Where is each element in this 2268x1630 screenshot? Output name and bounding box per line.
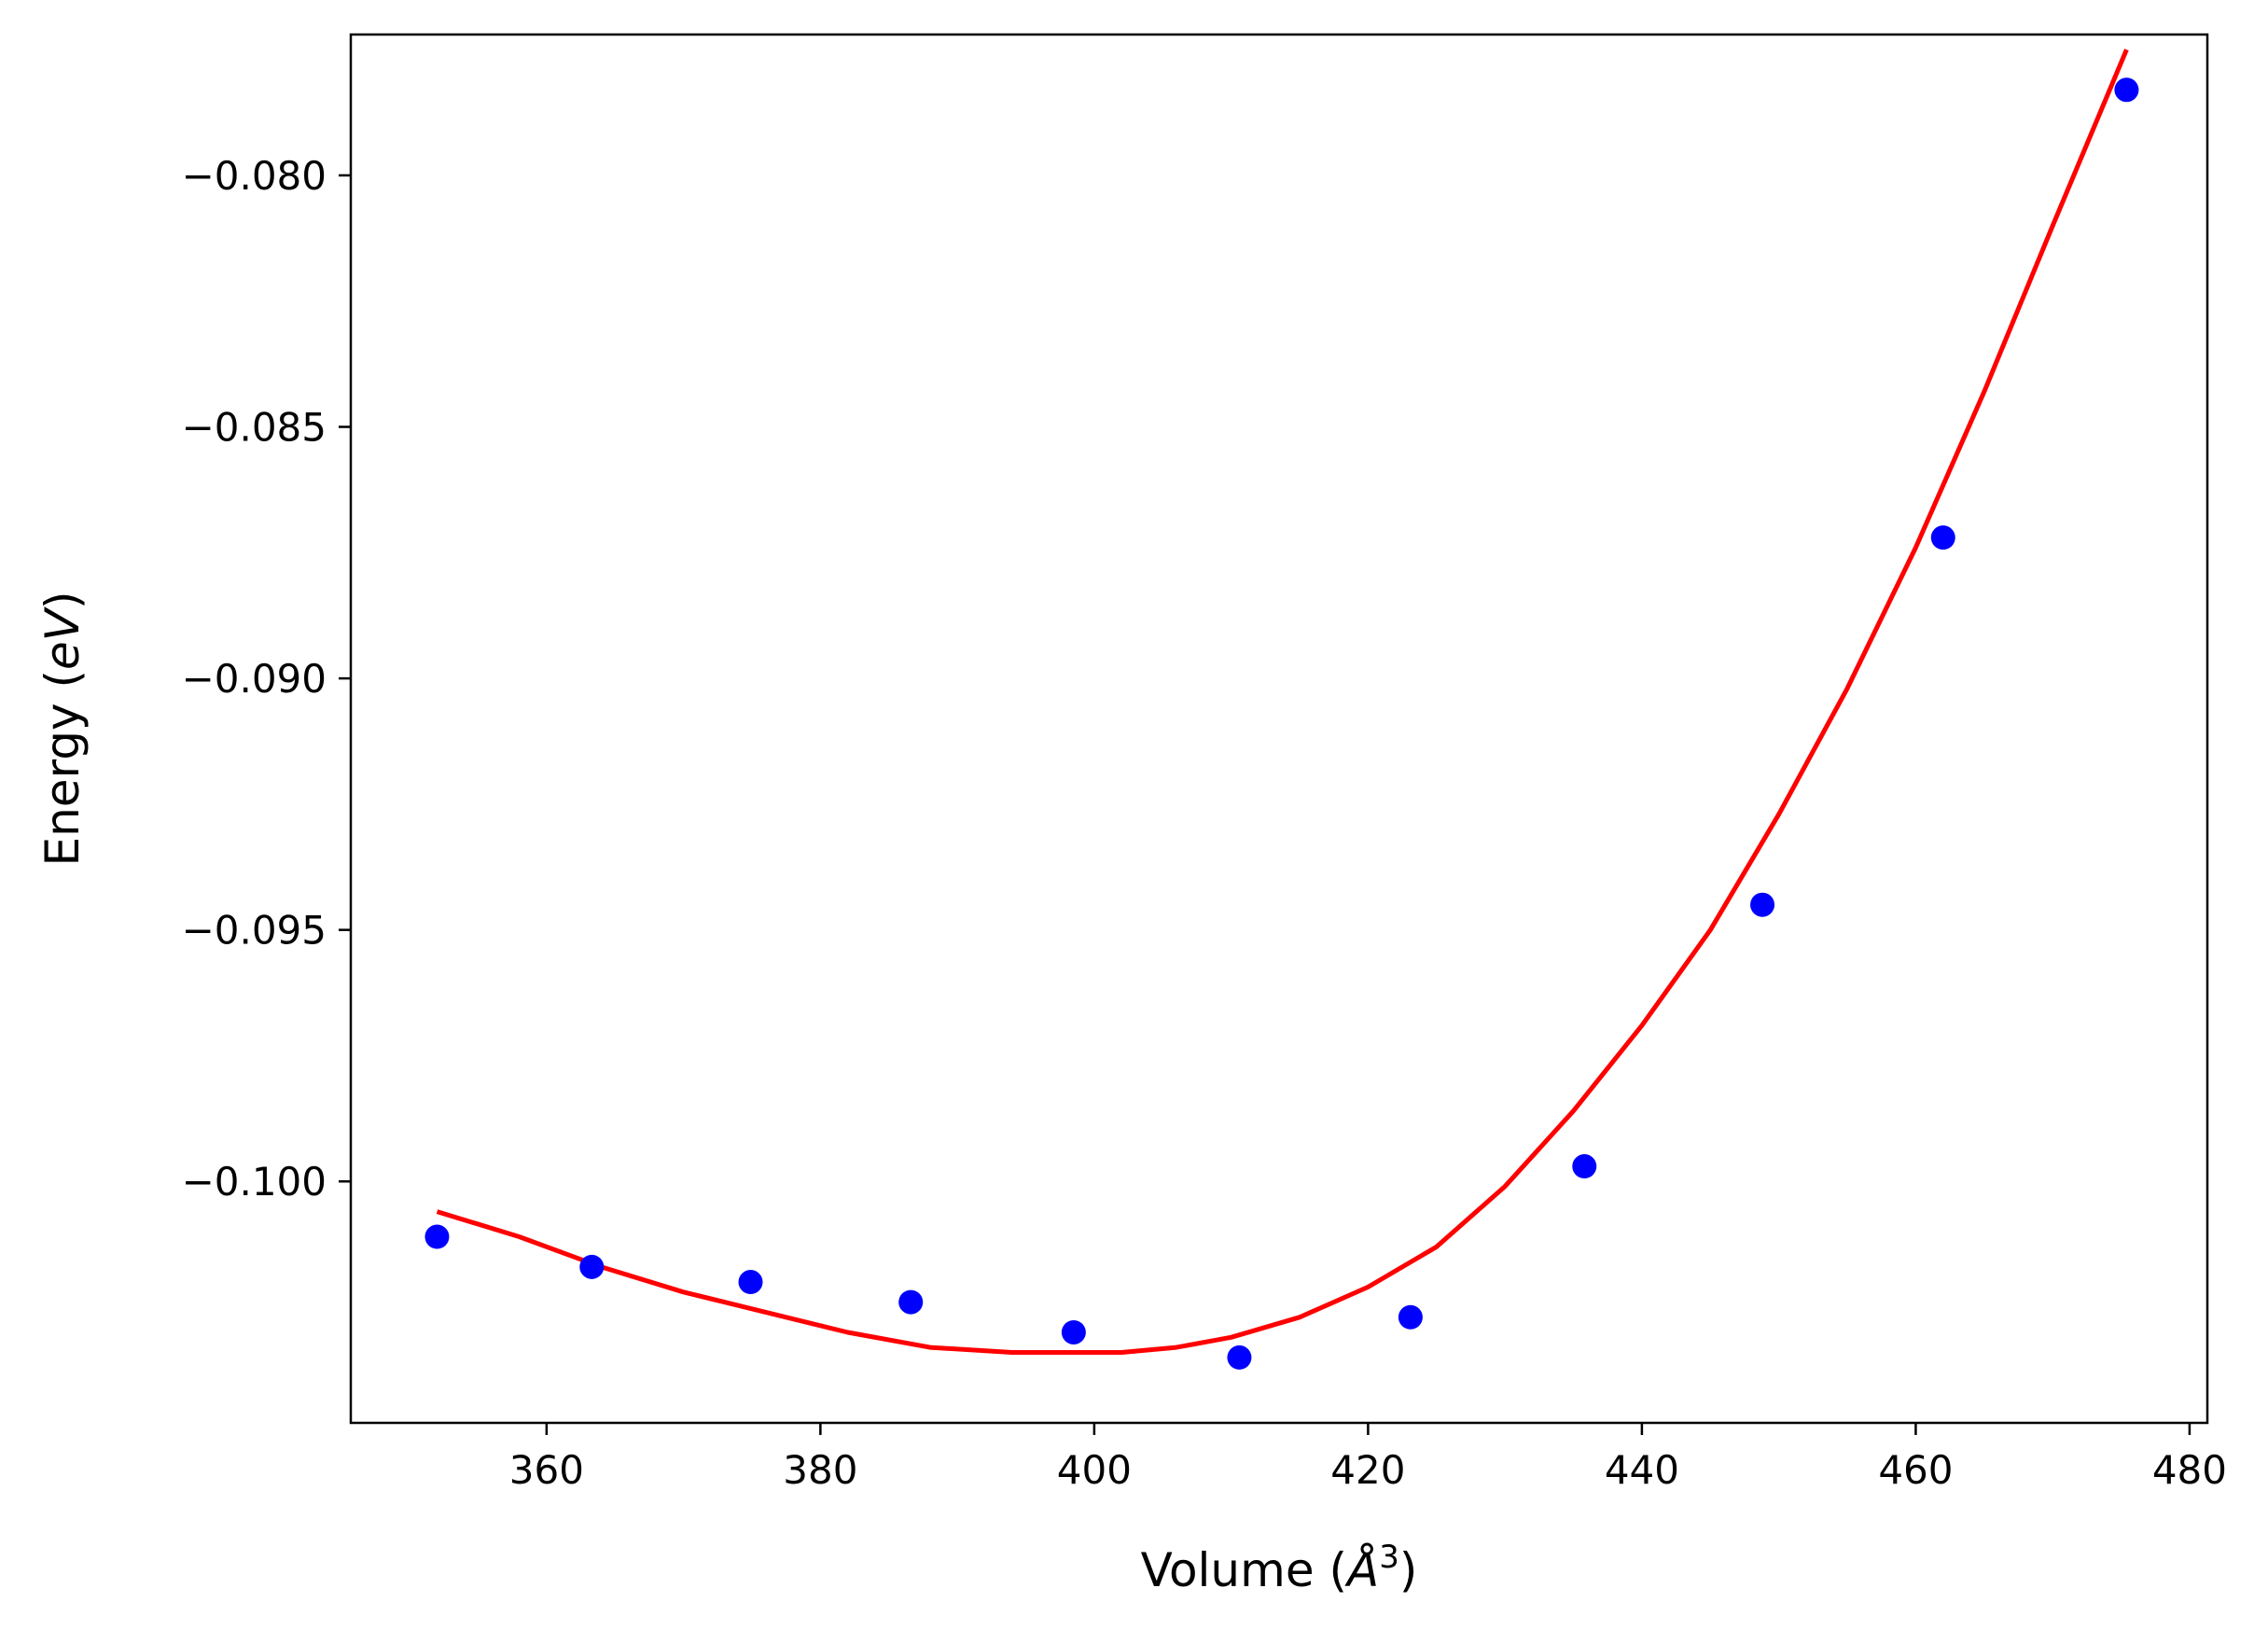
data-point (579, 1254, 605, 1279)
x-axis-label: Volume (Å3) (1141, 1539, 1418, 1597)
data-point (898, 1289, 924, 1315)
data-point (1750, 892, 1775, 917)
data-point (1930, 525, 1955, 550)
x-tick-label: 460 (1878, 1447, 1953, 1493)
data-point (1572, 1154, 1597, 1179)
y-axis-ticks: −0.080 −0.085 −0.090 −0.095 −0.100 (182, 153, 351, 1205)
y-tick-label: −0.100 (182, 1159, 327, 1205)
data-point (424, 1224, 450, 1249)
y-tick-label: −0.085 (182, 405, 327, 451)
x-tick-label: 380 (783, 1447, 857, 1493)
data-point (1398, 1304, 1423, 1330)
x-tick-label: 440 (1605, 1447, 1679, 1493)
data-point (738, 1270, 763, 1295)
data-point (2114, 77, 2139, 103)
x-tick-label: 400 (1057, 1447, 1132, 1493)
x-tick-label: 420 (1330, 1447, 1405, 1493)
data-point (1227, 1344, 1252, 1370)
x-axis-ticks: 360 380 400 420 440 460 480 (509, 1423, 2227, 1493)
y-axis-label: Energy (eV) (35, 592, 90, 867)
fit-curve-line (436, 49, 2129, 1355)
y-tick-label: −0.090 (182, 656, 327, 702)
x-tick-label: 360 (509, 1447, 584, 1493)
data-points (424, 77, 2139, 1370)
y-tick-label: −0.080 (182, 153, 327, 199)
plot-frame (349, 33, 2209, 1425)
y-tick-label: −0.095 (182, 908, 327, 954)
data-point (1061, 1319, 1086, 1344)
x-tick-label: 480 (2152, 1447, 2227, 1493)
